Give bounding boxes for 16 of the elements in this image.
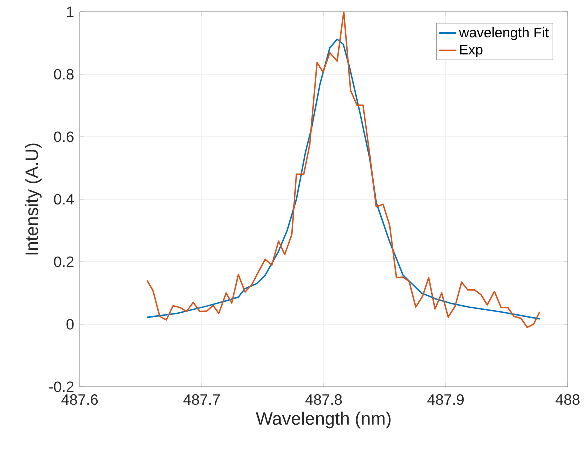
x-tick-label: 488 <box>556 394 580 406</box>
legend-label: Exp <box>460 45 483 58</box>
x-tick-label: 487.6 <box>62 394 98 406</box>
y-tick-label: 0.2 <box>54 256 74 268</box>
x-tick-label: 487.7 <box>184 394 220 406</box>
y-tick-label: 0.4 <box>54 194 74 205</box>
y-axis-title: Intensity (A.U) <box>25 144 42 255</box>
y-tick-label: 0.8 <box>54 69 74 80</box>
x-tick-label: 487.9 <box>428 394 464 406</box>
y-tick-label: 0 <box>66 319 74 330</box>
x-axis-title: Wavelength (nm) <box>256 412 391 429</box>
y-tick-label: -0.2 <box>49 382 74 392</box>
legend-label: wavelength Fit <box>459 27 550 40</box>
y-tick-label: 0.6 <box>54 132 74 142</box>
y-tick-label: 1 <box>67 6 74 18</box>
x-tick-label: 487.8 <box>306 394 342 406</box>
